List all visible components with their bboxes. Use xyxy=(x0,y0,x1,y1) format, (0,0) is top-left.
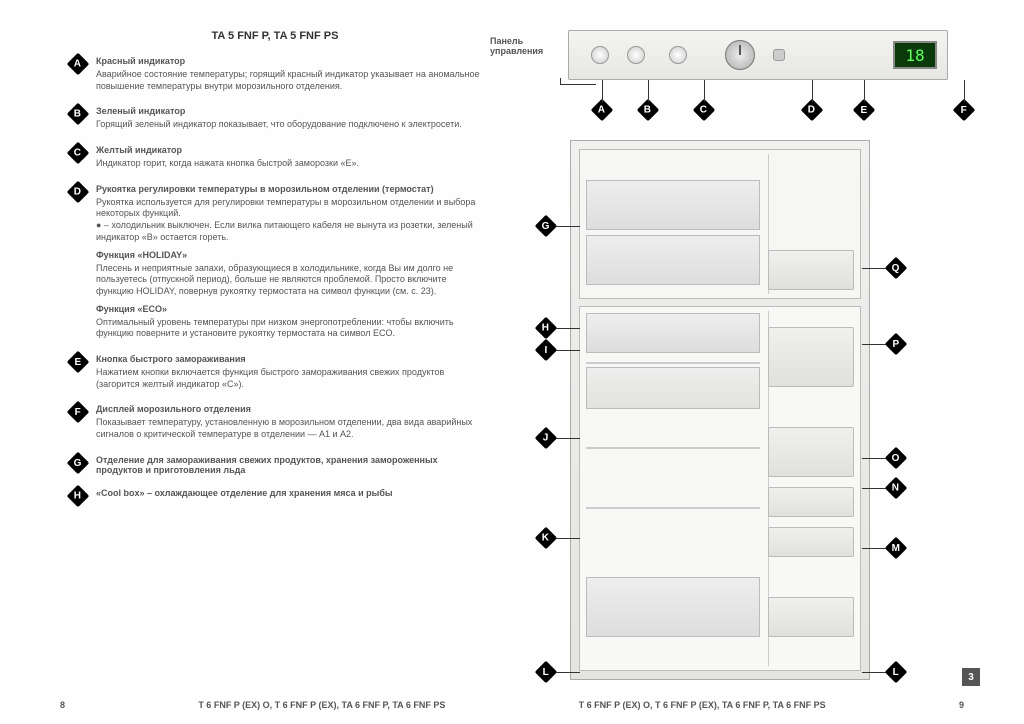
item-b: B Зеленый индикатор Горящий зеленый индика… xyxy=(70,106,480,135)
indicator-c-icon xyxy=(669,46,687,64)
callout-h: H xyxy=(67,484,90,507)
fast-freeze-button-icon xyxy=(773,49,785,61)
item-e: E Кнопка быстрого замораживания Нажатием к… xyxy=(70,354,480,394)
callout-l: L xyxy=(535,661,558,684)
callout-h: H xyxy=(535,317,558,340)
item-head: Красный индикатор xyxy=(96,56,480,66)
callout-p: P xyxy=(885,333,908,356)
item-c: C Желтый индикатор Индикатор горит, когда … xyxy=(70,145,480,174)
item-subbody: Плесень и неприятные запахи, образующиес… xyxy=(96,263,480,298)
callout-f: F xyxy=(953,99,976,122)
item-body: Аварийное состояние температуры; горящий… xyxy=(96,69,480,92)
item-a: A Красный индикатор Аварийное состояние те… xyxy=(70,56,480,96)
item-head: Кнопка быстрого замораживания xyxy=(96,354,480,364)
control-panel: 18 xyxy=(568,30,948,80)
page-index-badge: 3 xyxy=(962,668,980,686)
left-page-num: 8 xyxy=(60,700,65,710)
callout-b: B xyxy=(67,103,90,126)
item-d: DРукоятка регулировки температуры в моро… xyxy=(70,184,480,344)
callout-a: A xyxy=(67,53,90,76)
item-body: Рукоятка используется для регулировки те… xyxy=(96,197,480,244)
item-body: Горящий зеленый индикатор показывает, чт… xyxy=(96,119,480,131)
footer: 8 T 6 FNF P (EX) O, T 6 FNF P (EX), TA 6… xyxy=(0,700,1024,710)
callout-l: L xyxy=(885,661,908,684)
callout-f: F xyxy=(67,401,90,424)
callout-q: Q xyxy=(885,257,908,280)
footer-models-right: T 6 FNF P (EX) O, T 6 FNF P (EX), TA 6 F… xyxy=(579,700,826,710)
callout-n: N xyxy=(885,477,908,500)
callout-g: G xyxy=(67,451,90,474)
diagram-column: Панель управления 18 ABCDEF xyxy=(500,30,960,514)
thermostat-knob-icon xyxy=(725,40,755,70)
freezer-display: 18 xyxy=(893,41,937,69)
description-column: TA 5 FNF P, TA 5 FNF PS A Красный индикат… xyxy=(70,30,480,514)
callout-o: O xyxy=(885,447,908,470)
item-subhead: Функция «ECO» xyxy=(96,304,480,314)
right-page-num: 9 xyxy=(959,700,964,710)
indicator-b-icon xyxy=(627,46,645,64)
page-title: TA 5 FNF P, TA 5 FNF PS xyxy=(70,30,480,42)
item-f: F Дисплей морозильного отделения Показывае… xyxy=(70,404,480,444)
item-head: Отделение для замораживания свежих проду… xyxy=(96,455,480,475)
item-subbody: Оптимальный уровень температуры при низк… xyxy=(96,317,480,340)
item-h: H«Cool box» – охлаждающее отделение для … xyxy=(70,488,480,504)
panel-label: Панель управления xyxy=(490,36,543,56)
footer-models-left: T 6 FNF P (EX) O, T 6 FNF P (EX), TA 6 F… xyxy=(198,700,445,710)
fridge-compartment xyxy=(579,306,861,671)
item-head: Дисплей морозильного отделения xyxy=(96,404,480,414)
callout-i: I xyxy=(535,339,558,362)
freezer-compartment xyxy=(579,149,861,299)
callout-j: J xyxy=(535,427,558,450)
item-g: GОтделение для замораживания свежих прод… xyxy=(70,455,480,478)
callout-m: M xyxy=(885,537,908,560)
item-subhead: Функция «HOLIDAY» xyxy=(96,250,480,260)
fridge-diagram xyxy=(570,140,870,680)
item-head: Зеленый индикатор xyxy=(96,106,480,116)
callout-d: D xyxy=(67,180,90,203)
item-body: Индикатор горит, когда нажата кнопка быс… xyxy=(96,158,480,170)
item-head: «Cool box» – охлаждающее отделение для х… xyxy=(96,488,480,498)
callout-d: D xyxy=(801,99,824,122)
item-body: Показывает температуру, установленную в … xyxy=(96,417,480,440)
item-head: Рукоятка регулировки температуры в мороз… xyxy=(96,184,480,194)
callout-e: E xyxy=(853,99,876,122)
callout-c: C xyxy=(67,142,90,165)
callout-e: E xyxy=(67,351,90,374)
callout-g: G xyxy=(535,215,558,238)
indicator-a-icon xyxy=(591,46,609,64)
callout-a: A xyxy=(591,99,614,122)
item-body: Нажатием кнопки включается функция быстр… xyxy=(96,367,480,390)
callout-c: C xyxy=(693,99,716,122)
item-head: Желтый индикатор xyxy=(96,145,480,155)
callout-b: B xyxy=(637,99,660,122)
callout-k: K xyxy=(535,527,558,550)
panel-badges: ABCDEF xyxy=(568,102,948,126)
